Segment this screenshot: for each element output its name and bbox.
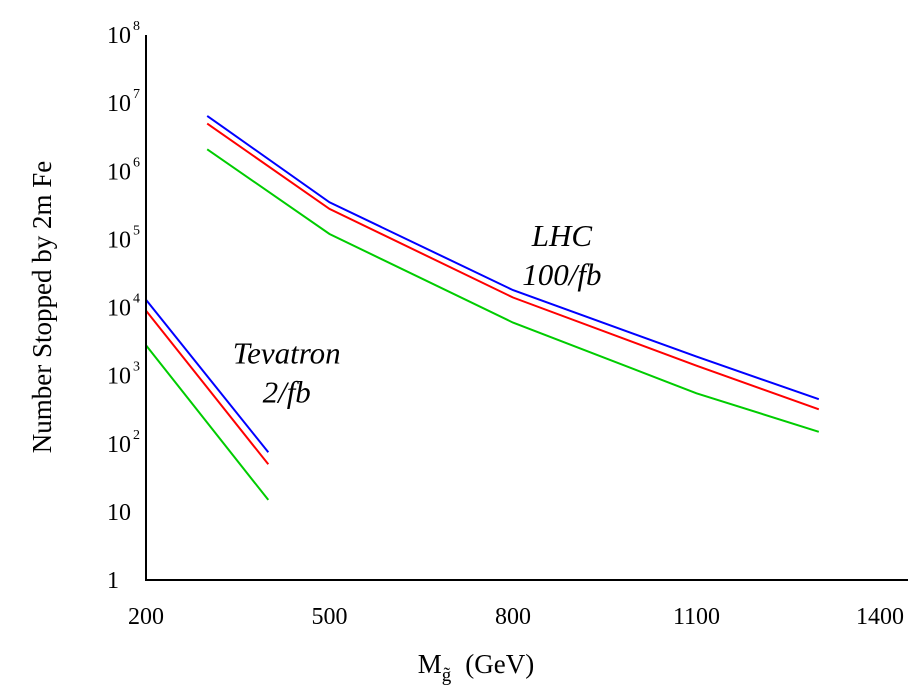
x-tick-label-1400: 1400	[856, 604, 904, 630]
y-tick-label-100: 10 2	[107, 428, 140, 458]
y-tick-base: 10	[107, 159, 131, 185]
series-line-lhc-3	[206, 115, 820, 401]
y-axis-title: Number Stopped by 2m Fe	[27, 161, 57, 453]
series-line-lhc-5	[206, 148, 820, 433]
y-tick-label-1000: 10 3	[107, 360, 140, 390]
x-axis-title-subscript: g̃	[442, 665, 452, 686]
series-line-lhc-4	[206, 122, 820, 411]
x-axis-title-unit: (GeV)	[465, 649, 534, 679]
y-tick-base: 10	[107, 296, 131, 322]
y-tick-exponent: 3	[133, 360, 140, 375]
y-tick-exponent: 6	[133, 155, 140, 170]
y-tick-exponent: 5	[133, 223, 140, 238]
y-tick-label-1000000: 10 6	[107, 155, 140, 185]
annotation-lhc-line-0: LHC	[531, 218, 593, 253]
annotation-tevatron-line-1: 2/fb	[263, 375, 311, 410]
x-axis-title: Mg̃ (GeV)	[418, 649, 534, 686]
x-axis-title-main: M	[418, 649, 442, 679]
y-tick-label-10000: 10 4	[107, 292, 140, 322]
y-tick-label-1: 1	[107, 568, 119, 594]
y-tick-base: 10	[107, 500, 131, 526]
y-tick-exponent: 4	[133, 292, 140, 307]
y-tick-exponent: 8	[133, 19, 140, 34]
y-tick-base: 1	[107, 568, 119, 594]
series-line-tevatron-2	[145, 344, 270, 501]
x-tick-label-800: 800	[495, 604, 531, 630]
y-tick-exponent: 2	[133, 428, 140, 443]
y-tick-label-100000: 10 5	[107, 223, 140, 253]
series-layer	[145, 115, 820, 501]
annotations: Tevatron 2/fb LHC 100/fb	[233, 218, 602, 410]
y-tick-label-100000000: 10 8	[107, 19, 140, 49]
series-line-tevatron-0	[145, 299, 270, 453]
y-tick-label-10: 10	[107, 500, 131, 526]
annotation-tevatron-line-0: Tevatron	[233, 336, 341, 371]
y-tick-exponent: 7	[133, 87, 140, 102]
x-tick-label-500: 500	[312, 604, 348, 630]
y-tick-base: 10	[107, 91, 131, 117]
x-tick-labels: 200 500 800 1100 1400	[128, 604, 904, 630]
y-tick-base: 10	[107, 364, 131, 390]
x-tick-label-1100: 1100	[673, 604, 720, 630]
annotation-lhc-line-1: 100/fb	[522, 257, 601, 292]
series-line-tevatron-1	[145, 309, 270, 465]
y-tick-label-10000000: 10 7	[107, 87, 140, 117]
y-tick-base: 10	[107, 432, 131, 458]
x-tick-label-200: 200	[128, 604, 164, 630]
y-tick-base: 10	[107, 227, 131, 253]
y-tick-base: 10	[107, 23, 131, 49]
